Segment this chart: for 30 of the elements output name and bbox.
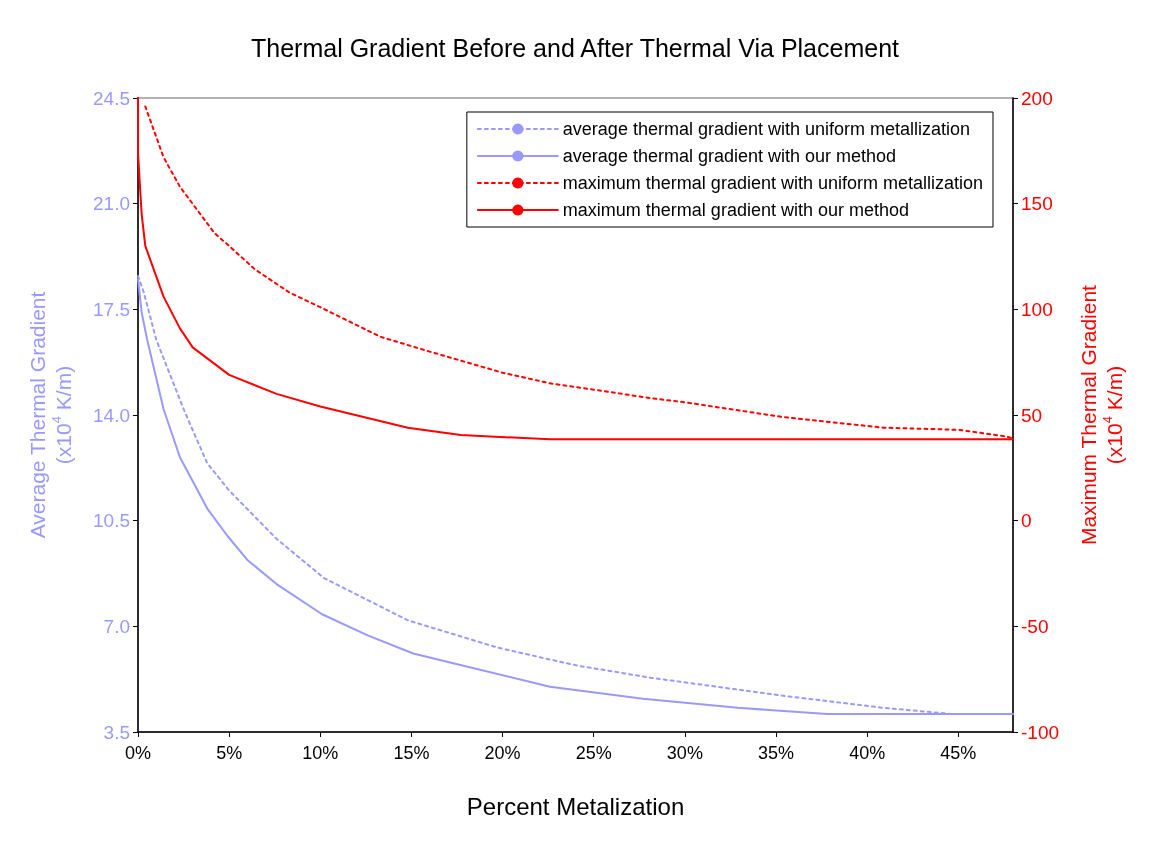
y2-tick-label: -50 <box>1021 615 1049 637</box>
legend-label: average thermal gradient with our method <box>562 146 897 166</box>
y2-tick-label: 100 <box>1021 298 1053 320</box>
legend-label: average thermal gradient with uniform metallization <box>562 119 971 139</box>
y2-tick-label: 0 <box>1021 510 1032 532</box>
y-tick-label: 3.5 <box>103 721 130 743</box>
x-tick-label: 35% <box>758 743 795 763</box>
x-tick-label: 10% <box>302 743 339 763</box>
x-tick-label: 0% <box>124 743 152 763</box>
legend-label: maximum thermal gradient with our method <box>562 200 909 220</box>
x-tick-label: 20% <box>484 743 521 763</box>
x-tick-label: 15% <box>393 743 430 763</box>
x-tick-label: 30% <box>666 743 703 763</box>
x-tick-label: 25% <box>575 743 612 763</box>
x-tick-label: 45% <box>940 743 977 763</box>
legend-label: maximum thermal gradient with uniform metallization <box>562 173 983 193</box>
y-tick-label: 17.5 <box>93 298 130 320</box>
y-tick-label: 14.0 <box>93 404 130 426</box>
x-axis-title: Percent Metalization <box>466 792 685 820</box>
y2-tick-label: 150 <box>1021 193 1053 215</box>
y-tick-label: 10.5 <box>93 510 130 532</box>
y-tick-label: 21.0 <box>93 193 130 215</box>
y2-tick-label: 50 <box>1021 404 1043 426</box>
y-tick-label: 7.0 <box>103 615 130 637</box>
chart-title: Thermal Gradient Before and After Thermal Via Placement <box>250 33 900 62</box>
y-tick-label: 24.5 <box>93 87 130 109</box>
x-tick-label: 5% <box>216 743 243 763</box>
y2-tick-label: -100 <box>1021 721 1060 743</box>
x-tick-label: 40% <box>849 743 886 763</box>
y2-tick-label: 200 <box>1021 87 1053 109</box>
